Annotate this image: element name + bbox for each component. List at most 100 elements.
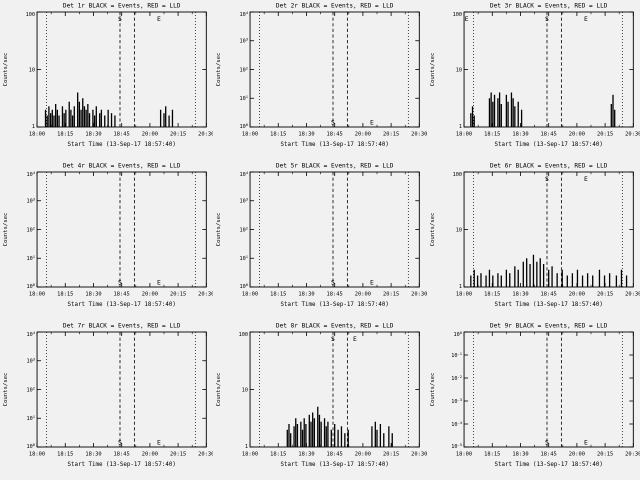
x-tick-label: 20:15	[597, 452, 613, 458]
y-tick-label: 101	[240, 254, 249, 262]
x-tick-label: 20:30	[625, 132, 640, 138]
x-tick-label: 18:45	[114, 292, 130, 298]
x-tick-label: 20:15	[170, 132, 186, 138]
x-tick-label: 18:15	[57, 132, 73, 138]
y-tick-label: 100	[239, 332, 248, 338]
x-tick-label: 20:30	[198, 132, 213, 138]
x-tick-label: 20:00	[568, 132, 584, 138]
y-tick-label: 103	[27, 197, 36, 205]
y-tick-label: 1	[245, 444, 248, 450]
panel-det-7r: 18:00 18:15 18:30 18:45 20:00 20:15 20:30 104 10…	[0, 320, 213, 480]
panel-title: Det 7r BLACK = Events, RED = LLD	[63, 323, 181, 330]
x-tick-label: 20:30	[412, 292, 427, 298]
flare-marker-e: E	[584, 175, 588, 183]
x-tick-label: 18:45	[327, 292, 343, 298]
y-axis-label: Counts/sec	[3, 213, 9, 247]
panel-det-6r: 18:00 18:15 18:30 18:45 20:00 20:15 20:30 100 10…	[427, 160, 640, 320]
y-tick-label: 104	[240, 10, 249, 18]
y-tick-label: 104	[27, 170, 36, 178]
x-tick-label: 18:30	[85, 132, 101, 138]
x-tick-label: 20:30	[625, 452, 640, 458]
x-tick-label: 20:30	[625, 292, 640, 298]
x-tick-label: 18:30	[512, 132, 528, 138]
y-tick-label: 10-4	[451, 420, 463, 428]
y-tick-label: 100	[240, 282, 249, 290]
x-axis-label: Start Time (13-Sep-17 18:57:40)	[68, 462, 176, 468]
flare-marker-e: E	[157, 279, 161, 287]
panel-title: Det 9r BLACK = Events, RED = LLD	[490, 323, 608, 330]
y-tick-label: 101	[27, 254, 36, 262]
flare-marker-s: S	[118, 279, 122, 287]
panel-title: Det 1r BLACK = Events, RED = LLD	[63, 3, 181, 10]
flare-marker-e: E	[370, 279, 374, 287]
y-tick-label: 10-3	[451, 397, 462, 405]
x-tick-label: 18:15	[484, 132, 500, 138]
panel-title: Det 6r BLACK = Events, RED = LLD	[490, 163, 608, 170]
y-tick-label: 10	[242, 388, 248, 394]
y-tick-label: 102	[240, 65, 249, 73]
x-axis-label: Start Time (13-Sep-17 18:57:40)	[281, 302, 389, 308]
axes-frame	[36, 331, 207, 448]
x-tick-label: 18:30	[299, 452, 315, 458]
x-tick-label: 18:00	[242, 452, 258, 458]
x-tick-label: 18:00	[242, 132, 258, 138]
histogram-bars-events	[44, 92, 174, 127]
y-tick-label: 103	[240, 197, 249, 205]
x-tick-label: 18:30	[85, 452, 101, 458]
x-tick-label: 18:45	[540, 452, 556, 458]
flare-marker-e: E	[464, 15, 468, 23]
y-axis-label: Counts/sec	[3, 373, 9, 407]
y-tick-label: 100	[240, 122, 249, 130]
panel-title: Det 3r BLACK = Events, RED = LLD	[490, 3, 608, 10]
x-axis-label: Start Time (13-Sep-17 18:57:40)	[494, 142, 602, 148]
panel-det-8r: 18:00 18:15 18:30 18:45 20:00 20:15 20:30 100 10…	[213, 320, 426, 480]
flare-marker-s: S	[545, 15, 549, 23]
y-axis-label: Counts/sec	[430, 373, 436, 407]
panel-det-4r: 18:00 18:15 18:30 18:45 20:00 20:15 20:30 104 10…	[0, 160, 213, 320]
flare-marker-e: E	[370, 119, 374, 127]
panel-det-5r: 18:00 18:15 18:30 18:45 20:00 20:15 20:30 104 10…	[213, 160, 426, 320]
x-tick-label: 18:30	[512, 292, 528, 298]
x-tick-label: 20:30	[412, 132, 427, 138]
x-tick-label: 18:00	[242, 292, 258, 298]
x-tick-label: 20:15	[383, 292, 399, 298]
x-tick-label: 18:00	[29, 452, 45, 458]
axes-frame	[249, 11, 421, 128]
x-axis-label: Start Time (13-Sep-17 18:57:40)	[68, 302, 176, 308]
x-tick-label: 18:15	[270, 132, 286, 138]
y-axis-label: Counts/sec	[430, 53, 436, 87]
y-tick-label: 100	[27, 282, 36, 290]
panel-title: Det 5r BLACK = Events, RED = LLD	[276, 163, 394, 170]
histogram-bars-events	[469, 92, 616, 127]
x-tick-label: 18:45	[540, 132, 556, 138]
x-tick-label: 20:15	[170, 452, 186, 458]
y-axis-label: Counts/sec	[216, 213, 222, 247]
flare-marker-s: S	[118, 439, 122, 447]
y-tick-label: 102	[27, 385, 36, 393]
panel-det-9r: 18:00 18:15 18:30 18:45 20:00 20:15 20:30 100 10…	[427, 320, 640, 480]
y-axis-label: Counts/sec	[3, 53, 9, 87]
y-tick-label: 100	[452, 12, 461, 18]
x-tick-label: 18:45	[327, 132, 343, 138]
flare-marker-e: E	[584, 439, 588, 447]
x-tick-label: 18:30	[299, 292, 315, 298]
x-tick-label: 20:30	[412, 452, 427, 458]
x-axis-label: Start Time (13-Sep-17 18:57:40)	[281, 462, 389, 468]
x-tick-label: 18:15	[270, 452, 286, 458]
flare-marker-e: E	[353, 335, 357, 343]
x-axis-label: Start Time (13-Sep-17 18:57:40)	[494, 462, 602, 468]
y-axis-label: Counts/sec	[216, 373, 222, 407]
x-tick-label: 18:45	[327, 452, 343, 458]
flare-marker-s: S	[545, 439, 549, 447]
y-tick-label: 101	[240, 94, 249, 102]
y-tick-label: 101	[27, 414, 36, 422]
x-tick-label: 18:00	[456, 292, 472, 298]
x-tick-label: 20:00	[568, 292, 584, 298]
panel-title: Det 2r BLACK = Events, RED = LLD	[276, 3, 394, 10]
x-tick-label: 18:00	[29, 132, 45, 138]
axes-frame	[463, 331, 634, 448]
histogram-bars-events	[286, 406, 394, 447]
flare-marker-e: E	[584, 15, 588, 23]
x-tick-label: 18:15	[57, 292, 73, 298]
